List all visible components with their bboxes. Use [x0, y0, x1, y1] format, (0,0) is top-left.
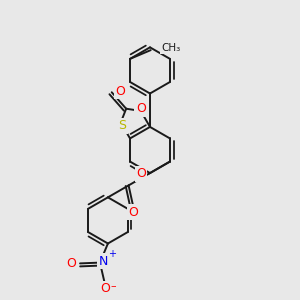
Text: O: O: [100, 282, 110, 296]
Text: S: S: [118, 119, 126, 132]
Text: N: N: [98, 254, 108, 268]
Text: O: O: [136, 167, 146, 180]
Text: O: O: [136, 102, 146, 116]
Text: –: –: [111, 281, 116, 292]
Text: O: O: [115, 85, 125, 98]
Text: O: O: [66, 257, 76, 270]
Text: CH₃: CH₃: [161, 43, 180, 53]
Text: +: +: [108, 249, 116, 259]
Text: O: O: [128, 206, 138, 219]
